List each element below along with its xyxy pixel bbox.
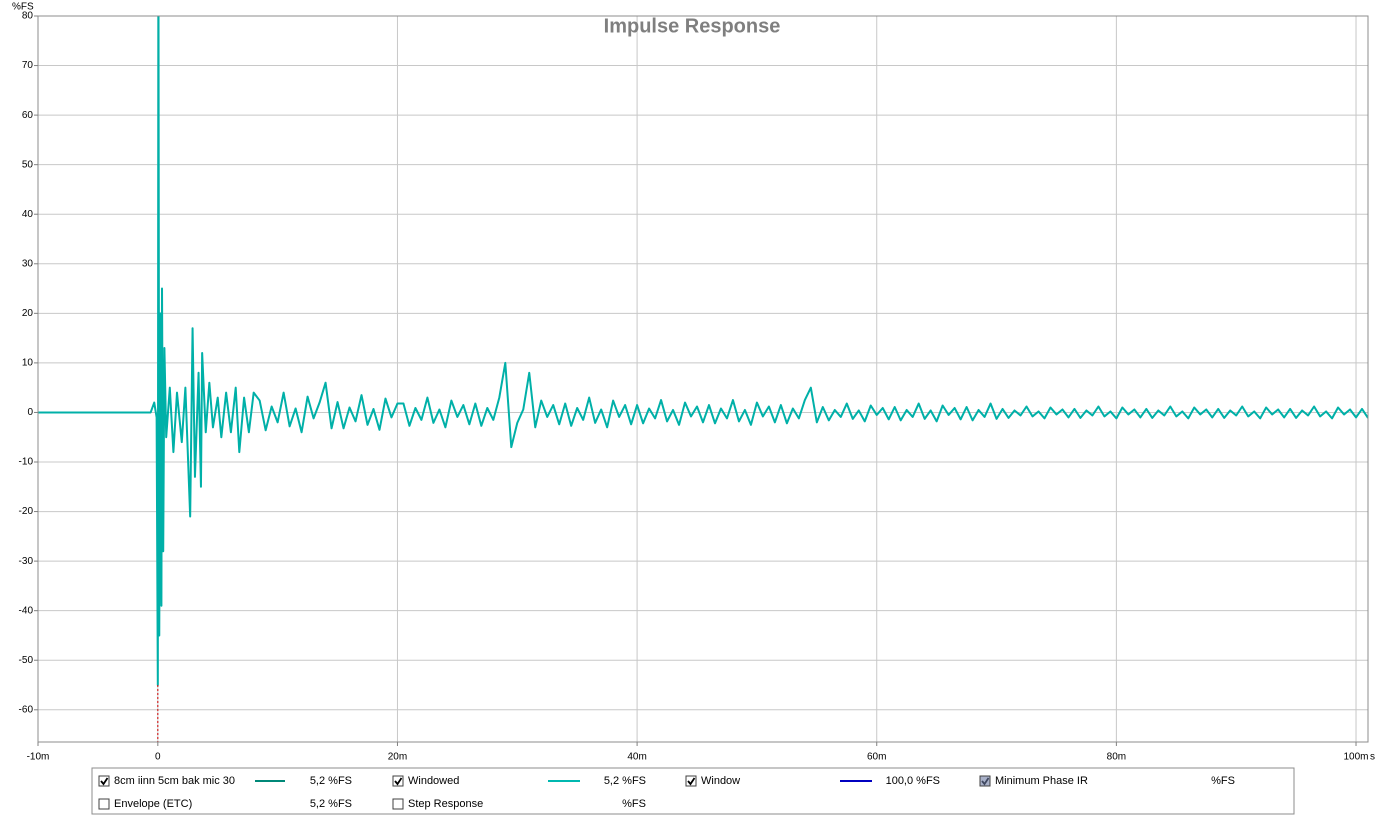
legend-box [91, 767, 1295, 815]
axes: -60 -50 -40 -30 -20 -10 0 10 20 30 40 50 60 70 80 -10m 0… [19, 11, 1375, 763]
legend-label[interactable]: Step Response [408, 798, 483, 810]
x-tick-label: 80m [1107, 752, 1126, 763]
legend-label[interactable]: Envelope (ETC) [114, 798, 192, 810]
y-tick-label: -50 [19, 655, 34, 666]
check-mark [687, 777, 696, 786]
x-unit: s [1370, 752, 1375, 763]
legend-readout: %FS [1211, 775, 1235, 787]
y-tick-label: -20 [19, 506, 34, 517]
legend-readout: %FS [622, 798, 646, 810]
x-tick-label: 40m [627, 752, 646, 763]
check-box[interactable] [98, 798, 110, 810]
legend-readout: 5,2 %FS [310, 775, 352, 787]
legend-readout: 5,2 %FS [310, 798, 352, 810]
y-tick-label: 50 [22, 159, 34, 170]
legend: 8cm iinn 5cm bak mic 30 5,2 %FS Windowed 5,… [98, 775, 1235, 810]
legend-label[interactable]: 8cm iinn 5cm bak mic 30 [114, 775, 235, 787]
plot-border [37, 15, 1369, 743]
series-line [38, 16, 1368, 687]
x-tick-label: 100m [1344, 752, 1369, 763]
y-tick-label: -30 [19, 556, 34, 567]
check-mark [394, 777, 403, 786]
chart-title: Impulse Response [604, 15, 781, 37]
x-tick-label: -10m [27, 752, 50, 763]
y-tick-label: -10 [19, 457, 34, 468]
y-unit: %FS [12, 2, 34, 13]
y-tick-label: 80 [22, 11, 34, 22]
x-tick-label: 0 [155, 752, 161, 763]
y-tick-label: 40 [22, 209, 34, 220]
plot-area [37, 15, 1369, 743]
plot-data [38, 16, 1368, 742]
check-mark [100, 777, 109, 786]
check-mark [981, 777, 990, 786]
legend-label[interactable]: Window [701, 775, 740, 787]
y-tick-label: 20 [22, 308, 34, 319]
check-box[interactable] [979, 775, 991, 787]
legend-label[interactable]: Windowed [408, 775, 459, 787]
y-tick-label: -60 [19, 704, 34, 715]
y-tick-label: 30 [22, 258, 34, 269]
y-tick-label: 70 [22, 60, 34, 71]
check-box[interactable] [392, 798, 404, 810]
check-box[interactable] [392, 775, 404, 787]
y-tick-label: 10 [22, 358, 34, 369]
check-box[interactable] [98, 775, 110, 787]
x-tick-label: 60m [867, 752, 886, 763]
legend-label[interactable]: Minimum Phase IR [995, 775, 1088, 787]
check-box[interactable] [685, 775, 697, 787]
y-tick-label: -40 [19, 605, 34, 616]
y-tick-label: 60 [22, 110, 34, 121]
y-tick-label: 0 [27, 407, 33, 418]
legend-readout: 100,0 %FS [886, 775, 940, 787]
legend-readout: 5,2 %FS [604, 775, 646, 787]
x-tick-label: 20m [388, 752, 407, 763]
